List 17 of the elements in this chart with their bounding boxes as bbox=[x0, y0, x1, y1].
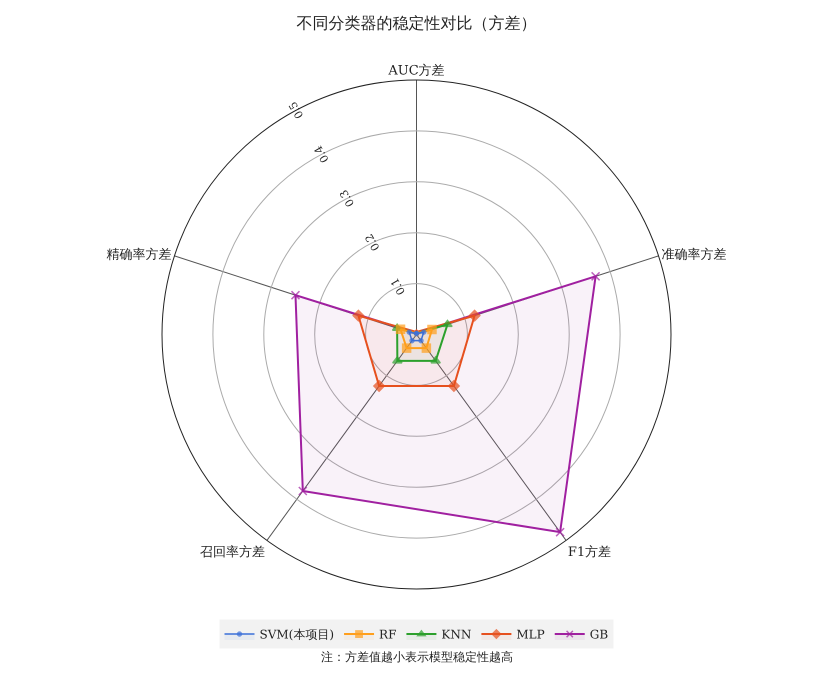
legend-label: GB bbox=[590, 628, 608, 642]
spoke-label: 召回率方差 bbox=[200, 544, 266, 560]
text: 注：方差值越小表示模型稳定性越高 bbox=[321, 650, 513, 664]
spoke-label: 准确率方差 bbox=[661, 246, 726, 262]
spoke-label: AUC方差 bbox=[387, 62, 445, 78]
y-tick-label: 0.2 bbox=[362, 232, 383, 254]
legend-label: KNN bbox=[441, 628, 472, 642]
spoke-label: F1方差 bbox=[568, 544, 612, 560]
y-tick-label: 0.3 bbox=[337, 187, 358, 210]
chart-title: 不同分类器的稳定性对比（方差） bbox=[296, 14, 536, 33]
y-tick-label: 0.4 bbox=[312, 143, 332, 166]
legend-label: SVM(本项目) bbox=[260, 628, 334, 642]
spoke-label: 精确率方差 bbox=[106, 246, 172, 262]
legend-label: MLP bbox=[516, 628, 545, 642]
y-tick-label: 0.5 bbox=[286, 99, 306, 121]
y-tick-label: 0.1 bbox=[388, 276, 408, 298]
legend-label: RF bbox=[379, 628, 396, 642]
